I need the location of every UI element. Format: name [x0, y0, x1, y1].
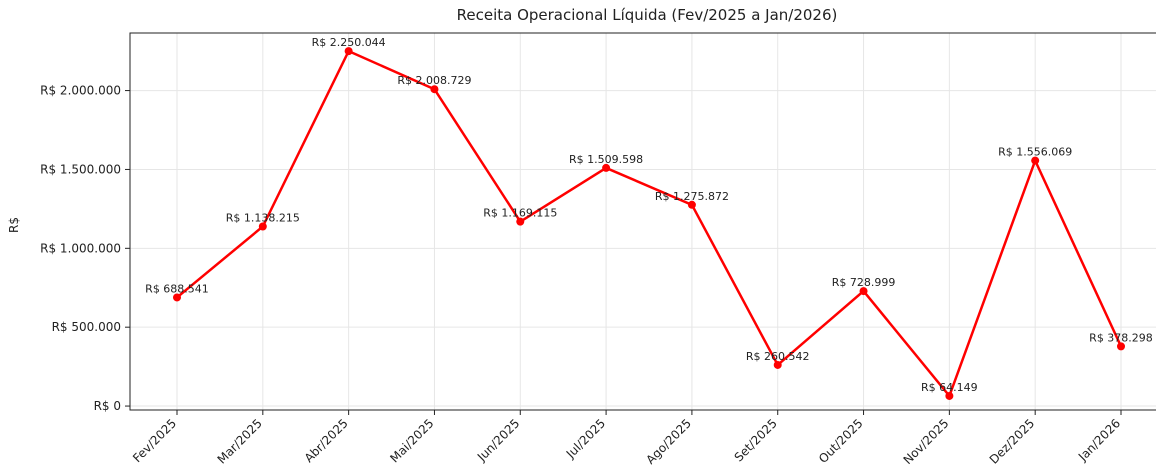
marker: [945, 391, 954, 400]
marker: [859, 287, 868, 296]
x-tick-label: Abr/2025: [302, 416, 351, 465]
x-tick-label: Jun/2025: [474, 416, 522, 464]
marker: [430, 85, 439, 94]
marker: [173, 293, 181, 302]
marker: [1117, 342, 1125, 351]
y-tick-label: R$ 2.000.000: [40, 84, 121, 98]
x-tick-label: Jan/2026: [1075, 416, 1123, 464]
marker: [687, 200, 696, 209]
data-label: R$ 64.149: [921, 381, 978, 394]
x-tick-label: Ago/2025: [643, 416, 694, 467]
y-tick-label: R$ 0: [94, 399, 121, 413]
y-tick-label: R$ 1.500.000: [40, 162, 121, 176]
axes-frame: [129, 32, 1156, 411]
marker: [1031, 156, 1040, 165]
data-label: R$ 1.169.115: [483, 207, 557, 220]
x-tick-label: Nov/2025: [901, 416, 952, 467]
data-label: R$ 728.999: [832, 276, 896, 289]
data-label: R$ 1.275.872: [655, 190, 729, 203]
data-label: R$ 688.541: [145, 282, 209, 295]
data-label: R$ 1.509.598: [569, 153, 643, 166]
marker: [516, 217, 525, 226]
data-label: R$ 1.556.069: [998, 146, 1072, 159]
marker: [602, 163, 611, 172]
x-tick-label: Fev/2025: [130, 416, 179, 465]
marker: [773, 360, 782, 369]
x-tick-label: Mar/2025: [215, 416, 265, 466]
y-tick-label: R$ 500.000: [52, 320, 121, 334]
x-tick-label: Jul/2025: [563, 416, 608, 461]
data-label: R$ 2.008.729: [397, 74, 471, 87]
marker: [258, 222, 267, 231]
marker: [344, 47, 353, 56]
data-label: R$ 1.138.215: [226, 212, 300, 225]
line: [176, 49, 1123, 399]
x-tick-label: Set/2025: [732, 416, 780, 464]
x-tick-label: Mai/2025: [387, 416, 436, 465]
data-label: R$ 2.250.044: [312, 36, 386, 49]
y-axis-label: R$: [7, 217, 21, 233]
x-tick-label: Dez/2025: [987, 416, 1038, 467]
chart-title: Receita Operacional Líquida (Fev/2025 a …: [457, 6, 838, 24]
y-tick-label: R$ 1.000.000: [40, 241, 121, 255]
data-label: R$ 260.542: [746, 350, 810, 363]
x-tick-label: Out/2025: [816, 416, 866, 466]
data-label: R$ 378.298: [1089, 331, 1153, 344]
